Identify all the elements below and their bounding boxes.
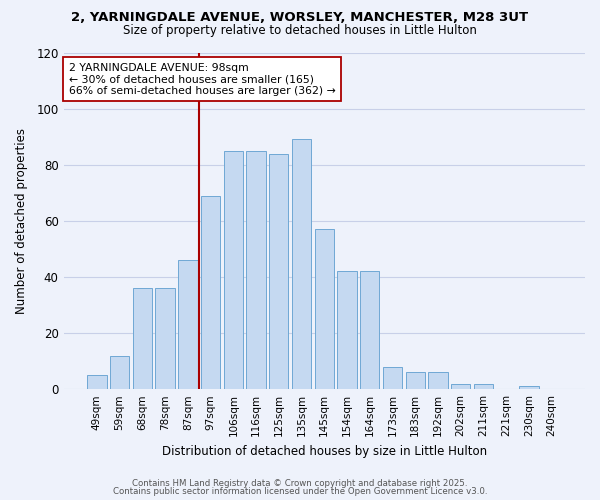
- Text: 2, YARNINGDALE AVENUE, WORSLEY, MANCHESTER, M28 3UT: 2, YARNINGDALE AVENUE, WORSLEY, MANCHEST…: [71, 11, 529, 24]
- Y-axis label: Number of detached properties: Number of detached properties: [15, 128, 28, 314]
- Text: Contains HM Land Registry data © Crown copyright and database right 2025.: Contains HM Land Registry data © Crown c…: [132, 478, 468, 488]
- Bar: [201, 196, 220, 389]
- Bar: [406, 372, 425, 389]
- Bar: [178, 260, 197, 389]
- Text: 2 YARNINGDALE AVENUE: 98sqm
← 30% of detached houses are smaller (165)
66% of se: 2 YARNINGDALE AVENUE: 98sqm ← 30% of det…: [69, 62, 335, 96]
- Bar: [474, 384, 493, 389]
- Bar: [87, 375, 107, 389]
- Bar: [247, 150, 266, 389]
- Bar: [292, 140, 311, 389]
- Bar: [360, 272, 379, 389]
- Bar: [451, 384, 470, 389]
- Bar: [383, 366, 402, 389]
- Text: Contains public sector information licensed under the Open Government Licence v3: Contains public sector information licen…: [113, 487, 487, 496]
- Text: Size of property relative to detached houses in Little Hulton: Size of property relative to detached ho…: [123, 24, 477, 37]
- X-axis label: Distribution of detached houses by size in Little Hulton: Distribution of detached houses by size …: [162, 444, 487, 458]
- Bar: [519, 386, 539, 389]
- Bar: [155, 288, 175, 389]
- Bar: [314, 230, 334, 389]
- Bar: [110, 356, 130, 389]
- Bar: [428, 372, 448, 389]
- Bar: [337, 272, 356, 389]
- Bar: [133, 288, 152, 389]
- Bar: [269, 154, 289, 389]
- Bar: [224, 150, 243, 389]
